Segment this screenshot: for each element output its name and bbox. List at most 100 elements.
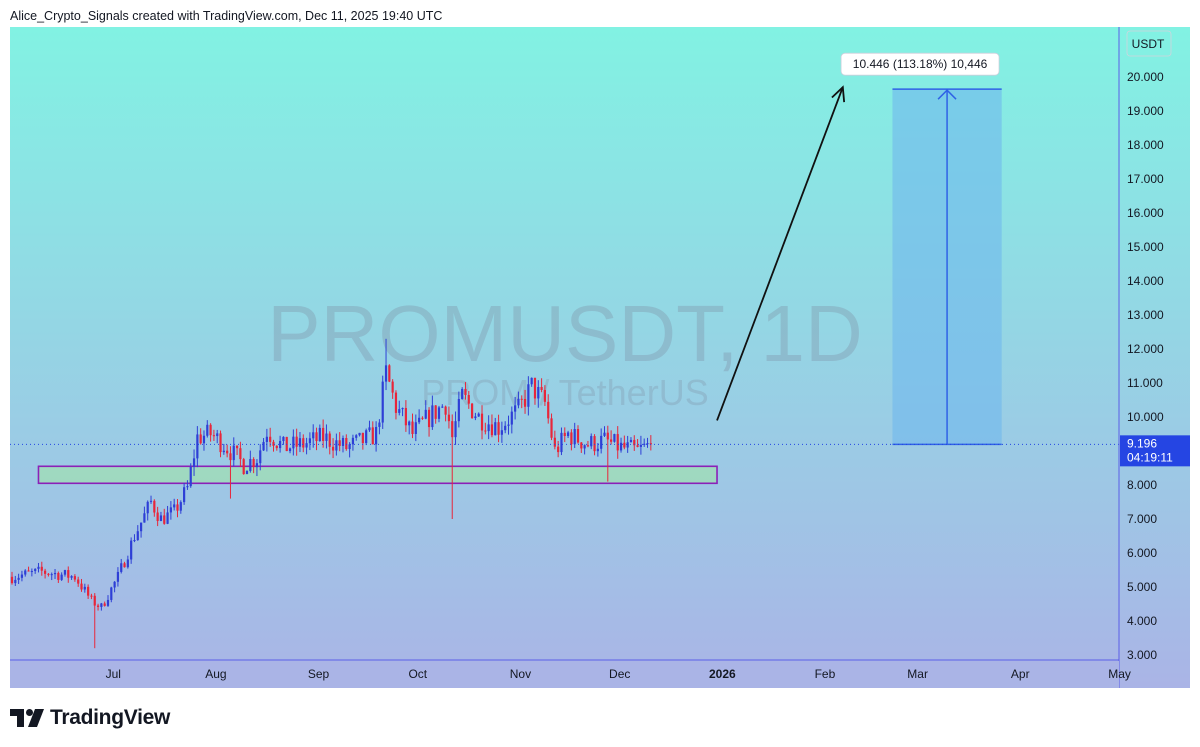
candle-body	[63, 570, 67, 575]
candle-body	[136, 531, 139, 541]
candle	[295, 428, 298, 456]
candle-body	[484, 430, 487, 432]
last-price-tag[interactable]	[1120, 435, 1190, 467]
candle	[34, 568, 37, 574]
price-axis-currency[interactable]: USDT	[1132, 37, 1165, 51]
candle-body	[570, 432, 573, 445]
candle-body	[126, 559, 129, 568]
candle-body	[156, 512, 159, 521]
candle	[573, 422, 576, 449]
candle	[517, 391, 520, 409]
candle	[133, 534, 136, 543]
price-tick-label: 4.000	[1127, 614, 1157, 628]
candle-body	[636, 445, 639, 447]
candle	[279, 435, 282, 453]
forecast-arrow-line[interactable]	[716, 86, 844, 421]
candle-body	[209, 424, 212, 436]
candle	[328, 431, 331, 455]
candle	[14, 575, 17, 586]
candle-body	[292, 436, 295, 449]
price-axis[interactable]: USDT 20.000 19.000 18.000 17.000 16.000 15.000…	[1118, 27, 1190, 688]
candle-body	[298, 438, 302, 447]
candle	[255, 459, 259, 477]
candle-body	[50, 574, 53, 576]
candle-body	[186, 486, 189, 488]
candle	[434, 405, 437, 424]
candle-body	[593, 436, 596, 452]
candle-body	[527, 384, 530, 407]
candle-body	[159, 515, 163, 521]
candle-body	[272, 441, 275, 446]
time-axis[interactable]: Jul Aug Sep Oct Nov Dec 2026 Feb Mar Apr May	[10, 659, 1131, 688]
candle	[418, 409, 421, 425]
candle	[93, 593, 96, 649]
candle	[437, 405, 441, 423]
candle	[305, 437, 308, 455]
candle-body	[523, 399, 527, 407]
candle	[457, 391, 460, 428]
candle-body	[302, 438, 305, 448]
candle	[265, 428, 268, 452]
bar-countdown: 04:19:11	[1127, 450, 1173, 464]
candle	[44, 568, 47, 579]
candle	[96, 603, 100, 611]
candle	[381, 375, 384, 429]
candle	[212, 429, 216, 441]
candle	[186, 480, 189, 490]
candle	[80, 578, 83, 592]
candle-body	[90, 595, 93, 597]
price-tick-label: 13.000	[1127, 308, 1164, 322]
candle-body	[351, 437, 355, 445]
candle	[139, 522, 143, 538]
candle-body	[557, 446, 560, 453]
candle-body	[553, 437, 556, 447]
candle	[322, 419, 325, 448]
candle-body	[153, 500, 156, 513]
candle-body	[341, 438, 345, 446]
candle-body	[226, 450, 229, 454]
candle-body	[143, 513, 146, 523]
candle-body	[384, 365, 388, 382]
candle-body	[269, 436, 272, 442]
support-zone-box[interactable]	[37, 465, 718, 485]
candle	[411, 413, 414, 439]
candle-body	[189, 466, 192, 487]
candle	[603, 426, 606, 438]
price-chart[interactable]: PROMUSDT, 1D PROM / TetherUS 10.446 (113…	[10, 27, 1190, 688]
candle-body	[100, 603, 103, 607]
time-tick-label: Nov	[510, 667, 531, 681]
price-tick-label: 11.000	[1127, 376, 1163, 390]
price-tick-label: 18.000	[1127, 138, 1164, 152]
candle	[166, 505, 169, 525]
chart-frame[interactable]: PROMUSDT, 1D PROM / TetherUS 10.446 (113…	[10, 27, 1190, 688]
candle-body	[110, 587, 113, 600]
candle-body	[67, 570, 70, 578]
candle	[249, 450, 252, 473]
candle-body	[381, 381, 384, 423]
candle-body	[345, 438, 348, 450]
candle	[73, 574, 76, 582]
candle-body	[249, 459, 252, 471]
candle-body	[288, 448, 292, 452]
price-tick-label: 14.000	[1127, 274, 1164, 288]
time-tick-label: Sep	[308, 667, 330, 681]
candle-body	[464, 388, 467, 396]
candle-body	[431, 405, 434, 428]
candle	[70, 575, 73, 580]
tradingview-logo[interactable]: TradingView	[10, 705, 170, 731]
candle-body	[391, 381, 394, 393]
candle	[616, 426, 619, 459]
candle	[202, 430, 206, 451]
candle-body	[451, 421, 454, 438]
candle-body	[414, 422, 417, 434]
candle	[272, 439, 275, 452]
candle	[398, 400, 401, 416]
candle	[136, 525, 139, 541]
candle	[331, 438, 335, 459]
candle	[179, 500, 182, 514]
candle-body	[163, 515, 166, 524]
candle-body	[613, 434, 616, 442]
candle	[520, 395, 523, 409]
currency-selector-box[interactable]	[1126, 30, 1172, 57]
candle	[461, 387, 464, 400]
